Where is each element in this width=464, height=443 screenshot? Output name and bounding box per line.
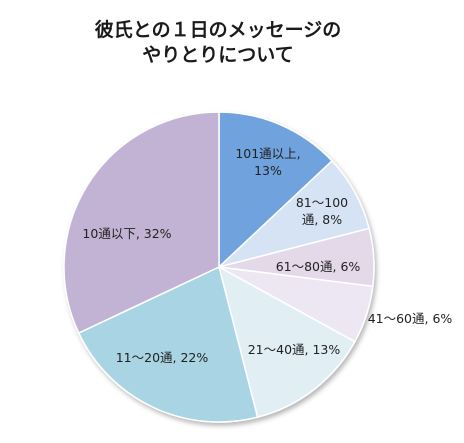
- chart-title-line-1: 彼氏との１日のメッセージの: [95, 18, 341, 41]
- slice-label-3: 61〜80通, 6%: [276, 259, 361, 274]
- slice-label-1: 101通以上, 13%: [235, 146, 300, 178]
- slice-label-5: 21〜40通, 13%: [248, 342, 341, 357]
- slice-label-line: 通, 8%: [302, 212, 342, 227]
- slice-label-line: 41〜60通, 6%: [368, 311, 453, 326]
- pie-slice-1: [218, 111, 334, 269]
- slice-label-line: 81〜100: [296, 195, 348, 210]
- slice-label-4: 41〜60通, 6%: [368, 311, 453, 326]
- chart-title-line-2: やりとりについて: [142, 44, 293, 66]
- pie-slice-7: [63, 111, 220, 334]
- slice-label-line: 10通以下, 32%: [82, 226, 171, 241]
- slice-label-7: 10通以下, 32%: [82, 226, 171, 241]
- pie-slice-5: [217, 265, 356, 419]
- slice-label-line: 61〜80通, 6%: [276, 259, 361, 274]
- slice-label-line: 13%: [254, 163, 282, 178]
- slice-label-line: 21〜40通, 13%: [248, 342, 341, 357]
- slice-label-line: 11〜20通, 22%: [116, 350, 209, 365]
- slice-label-line: 101通以上,: [235, 146, 300, 161]
- slice-label-6: 11〜20通, 22%: [116, 350, 209, 365]
- pie-slice-6: [77, 265, 259, 423]
- slice-label-2: 81〜100 通, 8%: [296, 195, 348, 227]
- pie-labels: 101通以上, 13% 81〜100 通, 8% 61〜80通, 6% 41〜60通, 6…: [82, 146, 452, 365]
- pie-slices: [63, 111, 375, 423]
